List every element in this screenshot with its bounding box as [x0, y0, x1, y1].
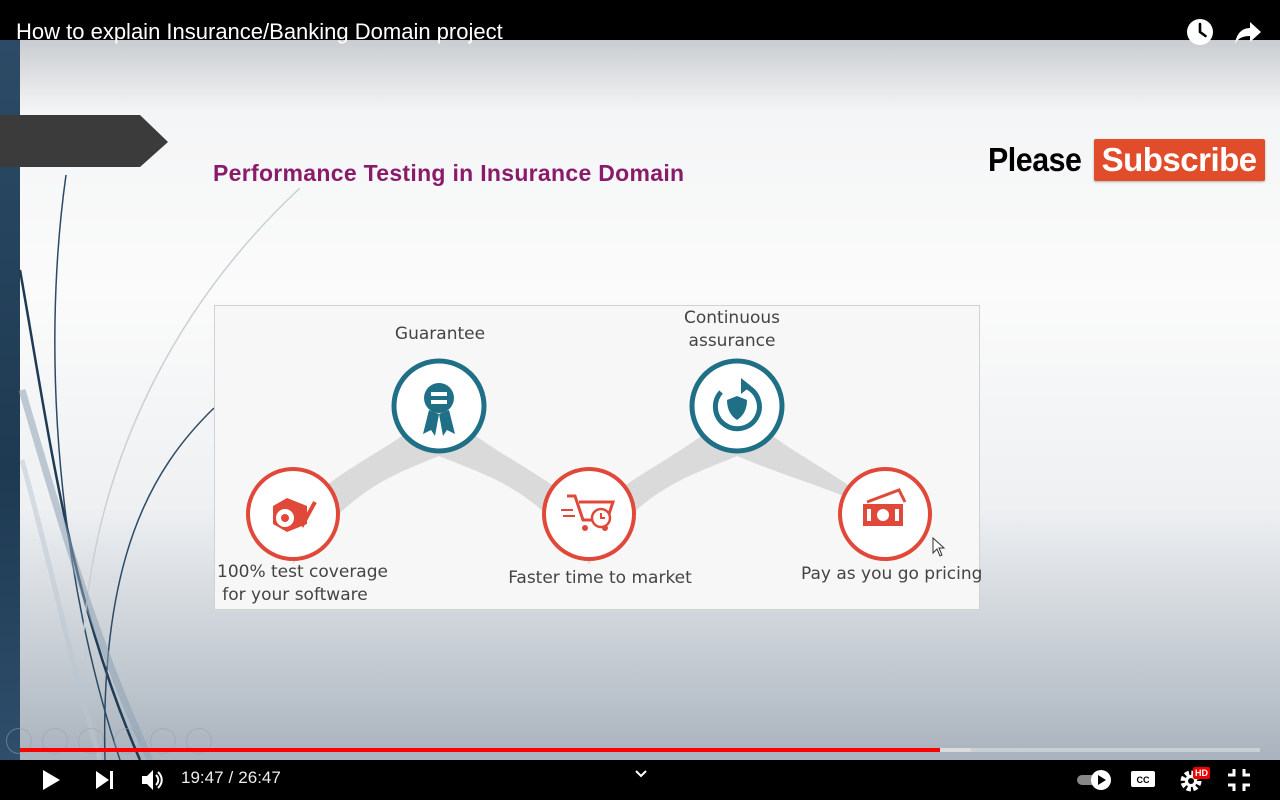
more-icon	[186, 728, 212, 754]
diagram-label-pay-as-you-go: Pay as you go pricing	[801, 564, 983, 584]
slides-icon	[114, 728, 140, 754]
money-bills-icon	[838, 467, 932, 561]
time-display: 19:47/26:47	[181, 768, 281, 787]
please-subscribe-badge: Please Subscribe	[988, 136, 1265, 184]
prev-slide-icon	[6, 728, 32, 754]
chevron-down-icon[interactable]	[633, 768, 649, 780]
shield-refresh-icon	[689, 358, 785, 454]
next-slide-icon	[42, 728, 68, 754]
video-frame[interactable]: Performance Testing in Insurance Domain …	[0, 40, 1280, 760]
slide-title-tab	[0, 115, 168, 167]
current-time: 19:47	[181, 768, 224, 787]
mouse-cursor-icon	[932, 537, 946, 557]
diagram-label-guarantee: Guarantee	[394, 324, 486, 344]
diagram-label-time-to-market: Faster time to market	[508, 568, 692, 588]
subscribe-text: Subscribe	[1093, 139, 1265, 181]
player-controls: 19:47/26:47 CC HD	[0, 760, 1280, 800]
diagram-label-continuous-assurance: Continuous assurance	[683, 308, 780, 351]
shopping-cart-clock-icon	[542, 467, 636, 561]
volume-icon[interactable]	[139, 766, 167, 794]
captions-icon[interactable]: CC	[1130, 768, 1156, 790]
slide-nav-ghost-icons	[6, 728, 212, 754]
exit-fullscreen-icon[interactable]	[1226, 767, 1252, 793]
svg-text:CC: CC	[1137, 775, 1150, 785]
next-icon[interactable]	[92, 768, 118, 792]
progress-bar[interactable]	[20, 748, 1260, 752]
diagram-label-test-coverage: 100% test coverage for your software	[217, 562, 388, 605]
please-text: Please	[988, 141, 1082, 178]
duration: 26:47	[238, 768, 281, 787]
zoom-icon	[150, 728, 176, 754]
video-title[interactable]: How to explain Insurance/Banking Domain …	[16, 19, 503, 44]
target-check-icon	[246, 467, 340, 561]
award-badge-icon	[391, 358, 487, 454]
autoplay-toggle-icon[interactable]	[1075, 766, 1115, 794]
play-icon[interactable]	[38, 767, 64, 793]
hd-badge: HD	[1193, 767, 1210, 779]
top-bar: How to explain Insurance/Banking Domain …	[0, 0, 1280, 45]
benefits-diagram: 100% test coverage for your software Gua…	[214, 305, 983, 610]
slide-left-strip	[0, 40, 20, 760]
decorative-curves	[18, 174, 300, 760]
clock-icon[interactable]	[1185, 17, 1215, 47]
share-arrow-icon[interactable]	[1233, 17, 1263, 47]
progress-played	[20, 748, 941, 752]
pen-icon	[78, 728, 104, 754]
slide-title: Performance Testing in Insurance Domain	[213, 160, 685, 186]
